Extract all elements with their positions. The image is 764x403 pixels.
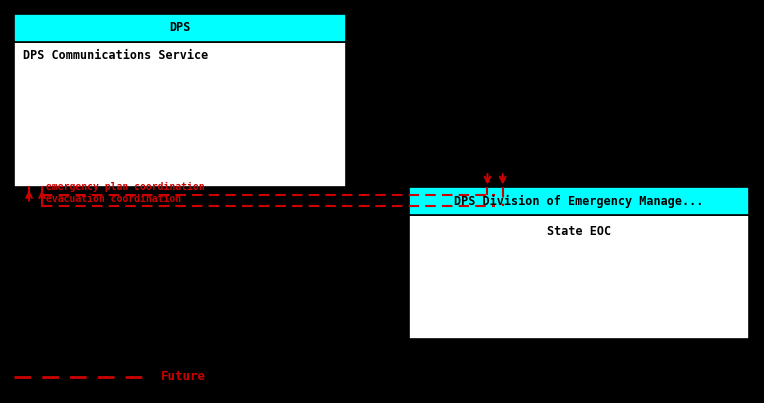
Bar [14, 42, 346, 187]
Text: DPS Division of Emergency Manage...: DPS Division of Emergency Manage... [454, 195, 704, 208]
Bar [14, 14, 346, 42]
Text: State EOC: State EOC [547, 225, 610, 238]
Text: evacuation coordination: evacuation coordination [46, 194, 181, 204]
Text: DPS: DPS [170, 21, 190, 34]
Bar [409, 215, 749, 339]
Bar [409, 187, 749, 215]
Text: Future: Future [160, 370, 206, 383]
Text: DPS Communications Service: DPS Communications Service [23, 49, 208, 62]
Text: emergency plan coordination: emergency plan coordination [46, 182, 205, 192]
